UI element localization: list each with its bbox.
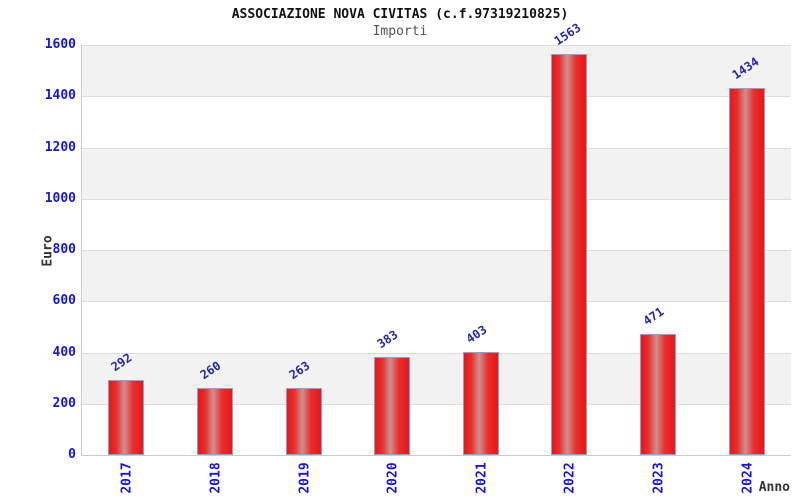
- gridline: [82, 301, 791, 303]
- y-tick-label: 0: [68, 447, 76, 462]
- bar: [108, 380, 145, 455]
- x-tick-label: 2020: [385, 462, 401, 494]
- y-tick-label: 1600: [44, 37, 76, 52]
- y-tick-label: 600: [52, 293, 76, 309]
- bar: [462, 351, 499, 455]
- y-axis-title: Euro: [40, 235, 56, 267]
- gridline: [82, 198, 791, 200]
- bar: [640, 334, 677, 455]
- gridline: [82, 250, 791, 251]
- x-tick-label: 2018: [208, 462, 224, 494]
- y-tick-label: 1200: [44, 139, 76, 155]
- gridline: [82, 45, 791, 46]
- y-tick-label: 1400: [44, 88, 76, 104]
- x-tick-label: 2022: [562, 462, 578, 494]
- background-band: [82, 45, 791, 97]
- bar: [196, 388, 233, 455]
- plot-area: [81, 45, 791, 456]
- gridline: [82, 147, 791, 149]
- chart-subtitle: Importi: [372, 24, 428, 39]
- bar: [374, 356, 411, 455]
- bar: [551, 54, 588, 455]
- x-tick-label: 2019: [297, 462, 313, 494]
- background-band: [82, 352, 791, 404]
- x-tick-label: 2017: [119, 462, 135, 494]
- x-tick-label: 2021: [474, 462, 490, 494]
- bar: [728, 87, 765, 455]
- background-band: [82, 250, 791, 302]
- y-tick-label: 400: [52, 344, 76, 360]
- bar: [285, 387, 322, 455]
- gridline: [82, 403, 791, 405]
- y-tick-label: 1000: [44, 190, 76, 206]
- x-tick-label: 2024: [740, 462, 756, 494]
- x-axis-title: Anno: [758, 480, 790, 495]
- gridline: [82, 352, 791, 354]
- chart-title: ASSOCIAZIONE NOVA CIVITAS (c.f.973192108…: [231, 7, 569, 22]
- background-band: [82, 147, 791, 199]
- x-tick-label: 2023: [651, 462, 667, 494]
- gridline: [82, 96, 791, 98]
- y-tick-label: 200: [52, 395, 76, 411]
- y-tick-label: 800: [52, 242, 76, 257]
